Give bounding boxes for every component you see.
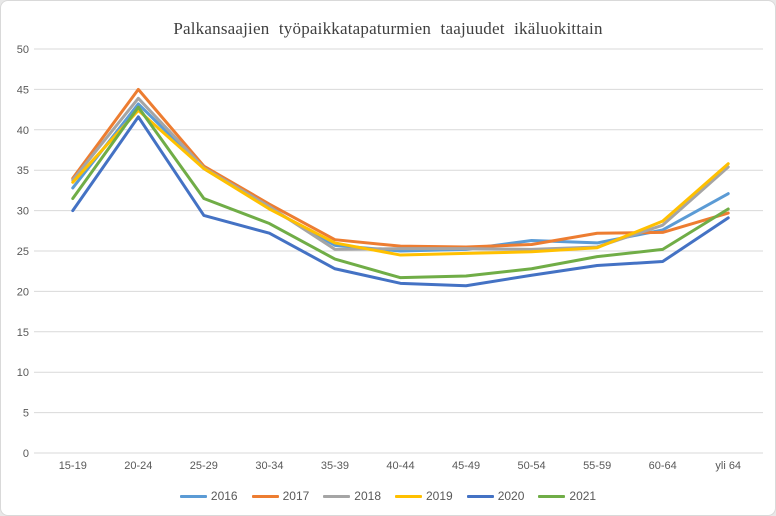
x-tick-label: 60-64: [649, 460, 677, 472]
y-tick-label: 40: [17, 125, 29, 137]
legend-line-swatch-2017: [251, 494, 279, 498]
series-line-2018: [71, 96, 730, 251]
x-tick-label: 45-49: [452, 460, 480, 472]
y-tick-label: 35: [17, 165, 29, 177]
y-tick-label: 30: [17, 206, 29, 218]
y-tick-label: 0: [23, 448, 29, 460]
legend-item-2020: 2020: [466, 489, 525, 503]
legend-item-2019: 2019: [395, 489, 453, 503]
legend-item-2018: 2018: [323, 489, 381, 503]
legend-item-2016: 2016: [179, 489, 238, 503]
x-tick-label: 55-59: [583, 460, 611, 472]
legend-line-swatch-2021: [538, 494, 566, 498]
legend-line-swatch-2018: [323, 494, 351, 498]
y-tick-label: 20: [17, 286, 29, 298]
x-tick-label: 30-34: [255, 460, 283, 472]
y-tick-label: 25: [17, 246, 29, 258]
series-line-2020: [71, 115, 730, 288]
legend-label-2021: 2021: [569, 489, 597, 503]
legend-line-swatch-2019: [395, 494, 422, 498]
legend-line-swatch-2016: [179, 494, 207, 498]
legend-label-2016: 2016: [210, 489, 238, 503]
y-tick-label: 50: [17, 44, 29, 56]
y-tick-label: 15: [17, 327, 29, 339]
x-tick-label: 40-44: [386, 460, 414, 472]
legend-item-2021: 2021: [538, 489, 596, 503]
legend-label-2019: 2019: [426, 489, 453, 503]
x-tick-label: yli 64: [715, 460, 741, 472]
y-tick-label: 10: [17, 367, 29, 379]
legend-label-2017: 2017: [282, 489, 310, 503]
legend-label-2018: 2018: [354, 489, 381, 503]
series-line-2019: [71, 108, 730, 257]
x-tick-label: 25-29: [190, 460, 218, 472]
legend-line-swatch-2020: [466, 494, 494, 498]
y-tick-label: 45: [17, 84, 29, 96]
series-line-2017: [71, 87, 730, 249]
x-tick-label: 35-39: [321, 460, 349, 472]
series-line-2021: [71, 105, 730, 280]
y-tick-label: 5: [23, 408, 29, 420]
legend-label-2020: 2020: [497, 489, 525, 503]
chart-title: Palkansaajien työpaikkatapaturmien taaju…: [173, 19, 603, 38]
legend-item-2017: 2017: [251, 489, 310, 503]
x-tick-label: 20-24: [124, 460, 152, 472]
chart-legend: 2016 2017 2018 2019 2020 2021: [1, 489, 775, 503]
x-tick-label: 50-54: [518, 460, 546, 472]
x-tick-label: 15-19: [59, 460, 87, 472]
